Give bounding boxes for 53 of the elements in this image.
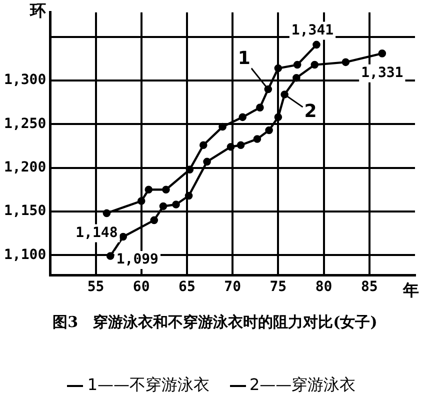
x-axis-title: 年 — [402, 280, 419, 300]
annotation: 1 — [238, 48, 250, 69]
y-axis-title: 环 — [29, 1, 46, 20]
x-tick-label: 55 — [87, 279, 104, 296]
point — [238, 113, 247, 122]
x-tick-label: 80 — [315, 279, 332, 296]
data-label: 1,331 — [361, 65, 404, 82]
point — [144, 186, 153, 194]
y-tick-label: 1,200 — [4, 159, 46, 176]
point — [256, 104, 264, 112]
x-tick-label: 60 — [132, 279, 150, 296]
point — [253, 135, 262, 143]
y-tick-label: 1,150 — [4, 203, 46, 220]
point — [137, 197, 146, 205]
point — [265, 126, 273, 134]
data-label: 1,341 — [291, 22, 334, 38]
point — [102, 209, 111, 218]
x-tick-label: 75 — [270, 279, 287, 296]
point — [310, 60, 319, 69]
y-tick-label: 1,100 — [4, 246, 46, 263]
point — [342, 58, 350, 66]
data-label: 1,148 — [76, 224, 118, 241]
point — [159, 202, 168, 210]
x-tick-label: 85 — [360, 279, 378, 296]
point — [292, 74, 300, 82]
legend-label: 2——穿游泳衣 — [250, 375, 356, 394]
point — [199, 141, 208, 150]
text: 图3 穿游泳衣和不穿游泳衣时的阻力对比(女子) — [52, 312, 378, 333]
point — [150, 216, 158, 224]
y-tick-label: 1,250 — [4, 116, 46, 132]
x-tick-label: 70 — [224, 279, 241, 296]
data-label: 1,099 — [116, 252, 158, 268]
point — [312, 40, 320, 49]
point — [106, 252, 114, 260]
point — [280, 90, 288, 98]
point — [236, 141, 245, 150]
point — [203, 158, 211, 166]
point — [184, 192, 193, 200]
point — [186, 166, 194, 174]
annotation: 2 — [304, 101, 317, 122]
x-tick-label: 65 — [178, 279, 196, 296]
point — [172, 200, 180, 208]
point — [226, 142, 235, 151]
point — [119, 232, 128, 241]
point — [162, 186, 170, 194]
point — [274, 64, 282, 72]
point — [264, 85, 272, 94]
point — [293, 60, 302, 69]
point — [218, 122, 226, 131]
y-tick-label: 1,300 — [4, 72, 46, 88]
legend-label: 1——不穿游泳衣 — [87, 375, 210, 394]
point — [274, 113, 282, 122]
point — [378, 50, 386, 58]
